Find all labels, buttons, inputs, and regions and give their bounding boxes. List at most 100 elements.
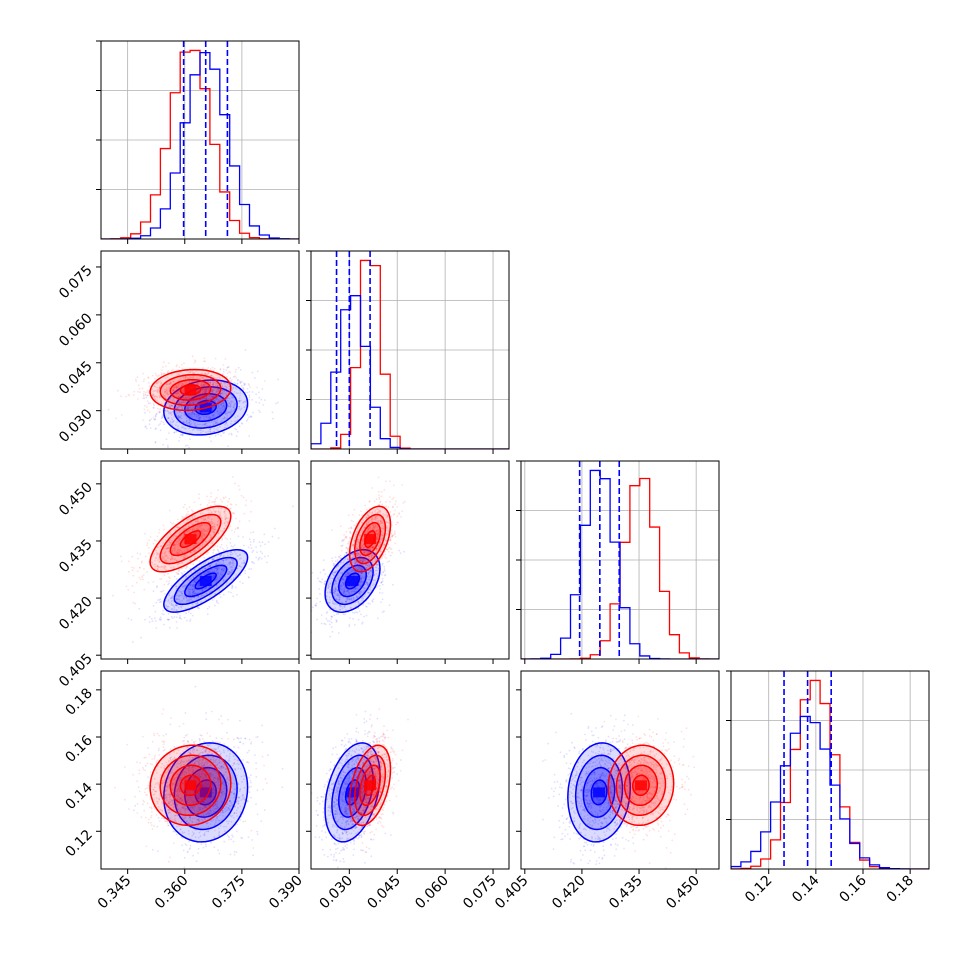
scatter-point-a [206, 571, 209, 574]
scatter-point-a [328, 596, 331, 599]
scatter-point-b [204, 360, 207, 363]
scatter-point-a [245, 420, 248, 422]
scatter-point-b [352, 554, 354, 556]
scatter-point-a [216, 576, 219, 578]
scatter-point-a [207, 417, 210, 419]
scatter-point-a [319, 580, 322, 583]
scatter-point-b [212, 501, 215, 503]
scatter-point-b [167, 557, 169, 559]
scatter-point-a [179, 617, 181, 619]
scatter-point-a [250, 547, 253, 549]
scatter-point-a [349, 617, 351, 619]
scatter-point-a [211, 558, 214, 561]
scatter-point-a [258, 396, 261, 399]
scatter-point-b [176, 412, 179, 414]
scatter-point-a [238, 399, 241, 402]
scatter-point-a [322, 559, 325, 561]
scatter-point-a [213, 430, 216, 433]
scatter-point-b [200, 384, 203, 387]
scatter-point-a [151, 620, 154, 622]
scatter-point-b [371, 546, 374, 549]
scatter-point-a [328, 602, 331, 604]
scatter-point-a [329, 591, 332, 594]
scatter-point-b [376, 526, 378, 529]
scatter-point-a [336, 594, 339, 596]
scatter-point-a [192, 585, 194, 588]
scatter-point-a [359, 591, 362, 593]
scatter-point-b [162, 366, 164, 368]
scatter-point-a [226, 554, 229, 557]
scatter-point-a [179, 377, 182, 380]
scatter-point-a [209, 565, 212, 568]
scatter-point-a [165, 604, 168, 607]
scatter-point-a [244, 401, 247, 403]
scatter-point-a [326, 619, 329, 622]
scatter-point-a [362, 576, 365, 579]
scatter-point-a [218, 593, 221, 596]
scatter-point-b [158, 388, 160, 391]
scatter-point-b [189, 376, 191, 379]
scatter-point-a [195, 598, 198, 601]
scatter-point-a [158, 599, 161, 601]
scatter-point-b [144, 555, 147, 558]
scatter-point-a [153, 418, 155, 421]
scatter-point-a [331, 616, 334, 618]
scatter-point-b [384, 544, 386, 546]
scatter-point-b [174, 529, 177, 532]
scatter-point-b [152, 581, 155, 583]
scatter-point-a [212, 414, 214, 417]
scatter-point-a [346, 599, 349, 601]
scatter-point-a [181, 586, 184, 589]
scatter-point-a [179, 410, 182, 413]
scatter-point-a [236, 383, 239, 386]
scatter-point-a [259, 545, 262, 547]
scatter-point-a [356, 587, 359, 590]
contour-b [159, 513, 222, 565]
scatter-point-b [179, 549, 181, 551]
scatter-point-a [349, 536, 351, 539]
scatter-point-b [207, 528, 210, 530]
density-peak-a [199, 575, 212, 586]
scatter-point-a [180, 412, 183, 414]
scatter-point-a [230, 551, 233, 553]
scatter-point-b [215, 496, 218, 499]
scatter-point-a [366, 547, 369, 550]
scatter-point-a [211, 568, 213, 571]
scatter-point-a [204, 423, 206, 426]
scatter-point-b [212, 528, 215, 531]
scatter-point-b [367, 571, 370, 574]
scatter-point-a [176, 627, 179, 629]
scatter-point-b [182, 506, 185, 509]
scatter-point-b [229, 503, 232, 505]
scatter-point-b [147, 400, 149, 402]
scatter-point-a [380, 550, 382, 553]
scatter-point-a [361, 592, 363, 594]
scatter-point-b [365, 563, 368, 566]
scatter-point-a [344, 557, 347, 560]
scatter-point-b [160, 565, 163, 568]
scatter-point-b [191, 516, 193, 519]
scatter-point-a [156, 599, 159, 601]
scatter-point-b [153, 390, 156, 392]
scatter-point-a [244, 383, 246, 385]
scatter-point-a [221, 406, 224, 408]
scatter-point-b [196, 534, 199, 536]
scatter-point-b [154, 565, 157, 568]
scatter-point-a [249, 541, 252, 543]
scatter-point-b [387, 521, 390, 524]
scatter-point-a [235, 435, 238, 437]
scatter-point-b [181, 543, 184, 546]
scatter-point-b [389, 500, 392, 503]
scatter-point-b [244, 504, 247, 507]
scatter-point-a [229, 561, 231, 564]
scatter-point-b [211, 390, 214, 393]
scatter-point-b [183, 532, 185, 535]
scatter-point-a [185, 584, 188, 586]
scatter-point-a [257, 557, 260, 560]
scatter-point-a [208, 571, 210, 574]
scatter-point-b [219, 515, 222, 518]
scatter-point-a [371, 584, 374, 587]
scatter-point-a [167, 446, 169, 449]
scatter-point-a [193, 428, 195, 431]
scatter-point-a [189, 415, 192, 418]
